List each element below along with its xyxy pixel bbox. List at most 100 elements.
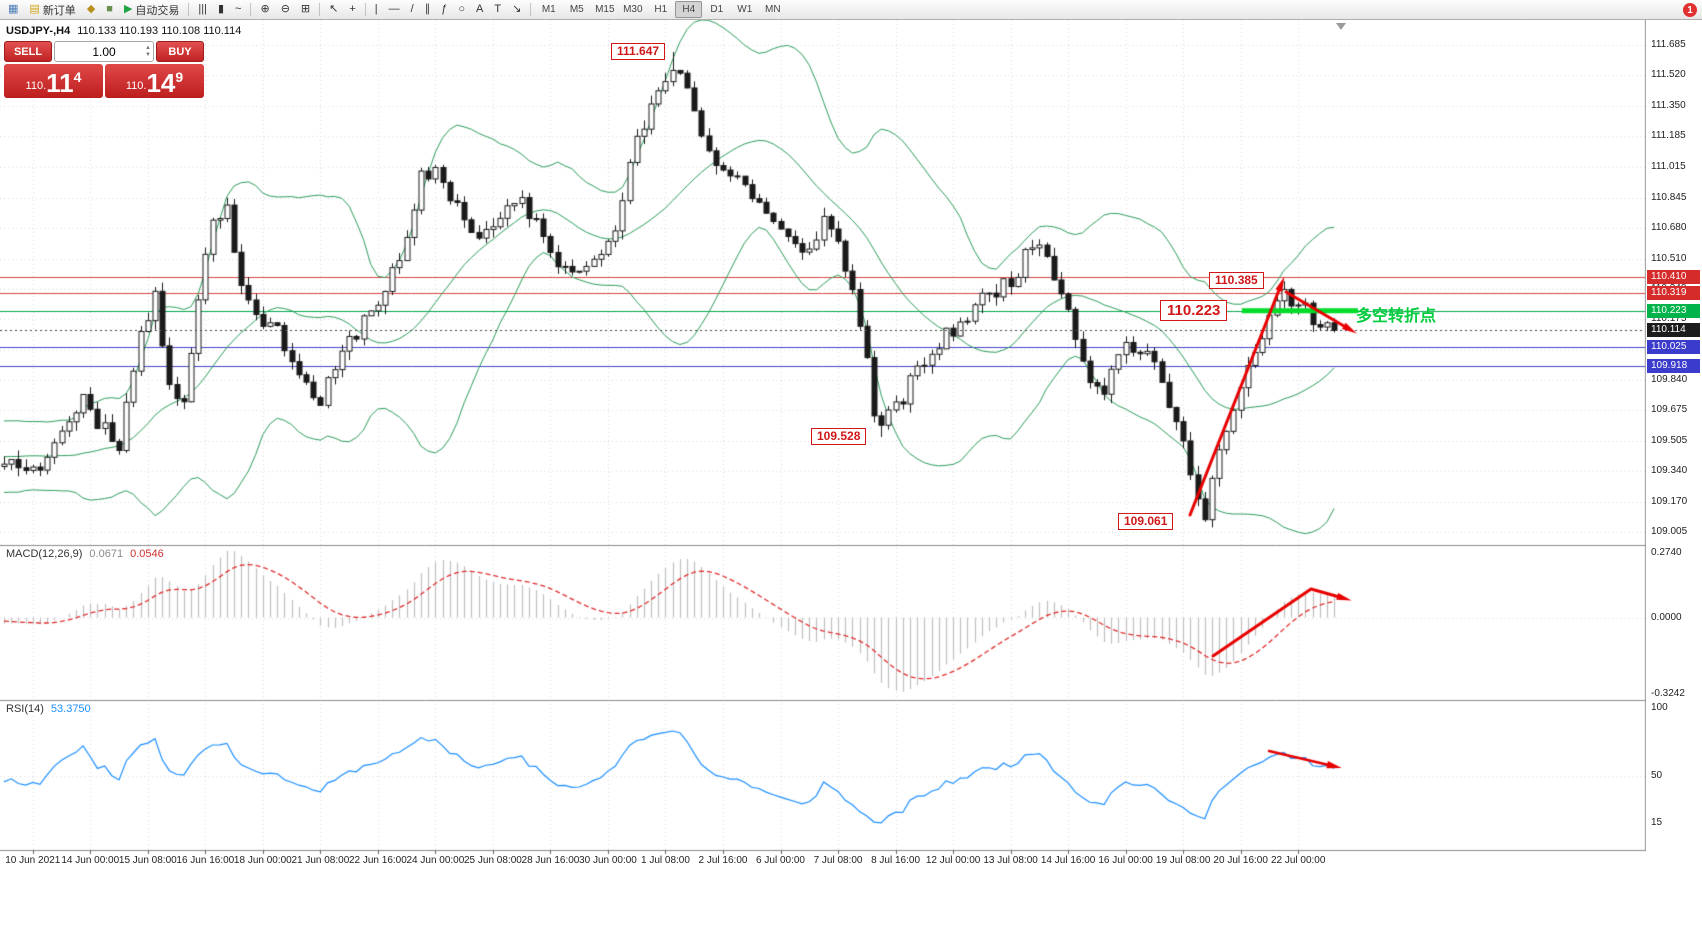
timeframe-m1-button[interactable]: M1 — [535, 1, 562, 18]
vertical-line-icon: | — [374, 3, 378, 15]
timeframe-m30-button[interactable]: M30 — [619, 1, 646, 18]
time-axis-label: 25 Jun 08:00 — [463, 855, 522, 866]
buy-price-display[interactable]: 110. 14 9 — [105, 64, 204, 98]
price-scale-tick: 109.340 — [1651, 465, 1688, 477]
time-axis-label: 10 Jun 2021 — [5, 855, 61, 866]
spinner-down-icon[interactable]: ▼ — [145, 52, 151, 58]
timeframe-m5-button[interactable]: M5 — [563, 1, 590, 18]
macd-scale-tick: 0.0000 — [1651, 611, 1682, 623]
autotrade-button: ▶ — [123, 3, 133, 15]
arrow-tool-icon[interactable]: ↘ — [507, 1, 526, 18]
price-annotation-label[interactable]: 110.223 — [1160, 300, 1228, 321]
chart-bars-icon[interactable]: ||| — [193, 1, 212, 18]
channel-icon: ∥ — [424, 3, 431, 15]
new-chart-icon[interactable]: ▦ — [3, 1, 23, 18]
time-axis-label: 30 Jun 00:00 — [579, 855, 637, 866]
new-order-button[interactable]: ▤ 新订单 — [24, 1, 80, 18]
terminal-icon: ■ — [106, 3, 113, 15]
terminal-icon[interactable]: ■ — [101, 1, 118, 18]
time-axis-label: 16 Jun 16:00 — [176, 855, 235, 866]
sell-price-prefix: 110. — [25, 80, 47, 92]
buy-price-sup: 9 — [175, 69, 184, 85]
time-axis-label: 8 Jul 16:00 — [871, 855, 921, 866]
price-annotation-label[interactable]: 109.528 — [811, 428, 867, 445]
text-label-icon[interactable]: T — [489, 1, 506, 18]
zoom-out-icon: ⊖ — [280, 3, 290, 15]
sell-button[interactable]: SELL — [4, 41, 52, 62]
shapes-icon[interactable]: ○ — [453, 1, 470, 18]
chart-shift-marker-icon[interactable] — [1336, 23, 1346, 30]
text-icon: A — [476, 3, 484, 15]
price-annotation-label[interactable]: 110.385 — [1209, 272, 1264, 289]
time-axis-label: 15 Jun 08:00 — [118, 855, 177, 866]
fibonacci-icon: ƒ — [441, 3, 448, 15]
chart-annotations: 111.647 110.385 110.223 109.528 109.061 多空转折点 — [0, 20, 1702, 941]
timeframe-mn-button[interactable]: MN — [759, 1, 786, 18]
price-scale-highlight: 110.114 — [1647, 323, 1700, 338]
fibonacci-icon[interactable]: ƒ — [436, 1, 452, 18]
chart-line-icon[interactable]: ~ — [230, 1, 246, 18]
time-axis[interactable]: 10 Jun 2021 14 Jun 00:00 15 Jun 08:00 16 Ju… — [0, 851, 1702, 873]
trendline-icon: / — [410, 3, 414, 15]
new-chart-icon: ▦ — [8, 3, 19, 15]
crosshair-icon: + — [349, 3, 356, 15]
timeframe-h4-button[interactable]: H4 — [675, 1, 703, 18]
price-scale-tick: 111.520 — [1651, 68, 1686, 80]
timeframe-w1-button[interactable]: W1 — [731, 1, 758, 18]
timeframe-h1-button[interactable]: H1 — [647, 1, 674, 18]
time-axis-label: 14 Jul 16:00 — [1040, 855, 1096, 866]
chart-canvas[interactable] — [0, 20, 1702, 941]
price-scale-tick: 111.015 — [1651, 160, 1686, 172]
toolbar: ▦ ▤ 新订单 ◆ ■ ▶ 自动交易 ||| ▮ ~ ⊕ ⊖ ⊞ ↖ + | — / ∥ ƒ ○ A T ↘ M1 M5 M15 M3… — [0, 0, 1702, 20]
vertical-line-icon[interactable]: | — [370, 1, 383, 18]
volume-spinner[interactable]: ▲ ▼ — [145, 45, 151, 58]
arrow-tool-icon: ↘ — [512, 3, 522, 15]
zoom-out-icon[interactable]: ⊖ — [276, 1, 295, 18]
turning-point-note[interactable]: 多空转折点 — [1356, 308, 1437, 325]
price-scale-highlight: 110.025 — [1647, 339, 1700, 354]
zoom-in-icon[interactable]: ⊕ — [255, 1, 274, 18]
time-axis-label: 16 Jul 00:00 — [1098, 855, 1153, 866]
new-order-button-label: 新订单 — [42, 4, 76, 17]
time-axis-label: 28 Jun 16:00 — [521, 855, 580, 866]
chart-candles-icon: ▮ — [217, 3, 225, 15]
horizontal-line-icon[interactable]: — — [384, 1, 405, 18]
horizontal-line-icon: — — [388, 3, 400, 15]
price-annotation-label[interactable]: 109.061 — [1118, 513, 1174, 530]
price-annotation-label[interactable]: 111.647 — [611, 43, 666, 60]
trendline-icon[interactable]: / — [406, 1, 419, 18]
chart-bars-icon: ||| — [198, 3, 207, 15]
time-axis-label: 19 Jul 08:00 — [1155, 855, 1211, 866]
time-axis-label: 14 Jun 00:00 — [61, 855, 120, 866]
price-scale-tick: 111.350 — [1651, 99, 1686, 111]
cursor-icon: ↖ — [329, 3, 339, 15]
text-icon[interactable]: A — [471, 1, 488, 18]
macd-name: MACD(12,26,9) — [6, 548, 83, 560]
text-label-icon: T — [494, 3, 502, 15]
rsi-scale-tick: 100 — [1651, 702, 1668, 713]
cursor-icon[interactable]: ↖ — [324, 1, 343, 18]
volume-input[interactable] — [55, 44, 153, 59]
channel-icon[interactable]: ∥ — [420, 1, 436, 18]
symbol-label: USDJPY-,H4 — [6, 25, 71, 37]
rsi-scale-tick: 15 — [1651, 816, 1663, 828]
time-axis-label: 22 Jul 00:00 — [1270, 855, 1326, 866]
crosshair-icon[interactable]: + — [344, 1, 360, 18]
time-axis-label: 22 Jun 16:00 — [348, 855, 407, 866]
spinner-up-icon[interactable]: ▲ — [145, 45, 151, 51]
price-scale[interactable]: 111.685 111.520 111.350 111.185 111.015 110.8… — [1646, 20, 1702, 871]
autotrade-button[interactable]: ▶ 自动交易 — [119, 1, 184, 18]
notification-badge[interactable]: 1 — [1683, 3, 1697, 17]
price-scale-highlight: 110.319 — [1647, 286, 1700, 301]
navigator-icon[interactable]: ◆ — [82, 1, 100, 18]
one-click-row-prices: 110. 11 4 110. 14 9 — [4, 64, 204, 98]
chart-candles-icon[interactable]: ▮ — [213, 1, 229, 18]
sell-price-display[interactable]: 110. 11 4 — [4, 64, 103, 98]
time-axis-label: 12 Jul 00:00 — [925, 855, 981, 866]
timeframe-m15-button[interactable]: M15 — [591, 1, 618, 18]
tile-windows-icon[interactable]: ⊞ — [296, 1, 315, 18]
time-axis-label: 24 Jun 00:00 — [406, 855, 465, 866]
buy-button[interactable]: BUY — [156, 41, 204, 62]
timeframe-d1-button[interactable]: D1 — [703, 1, 730, 18]
new-order-button: ▤ — [29, 3, 40, 15]
